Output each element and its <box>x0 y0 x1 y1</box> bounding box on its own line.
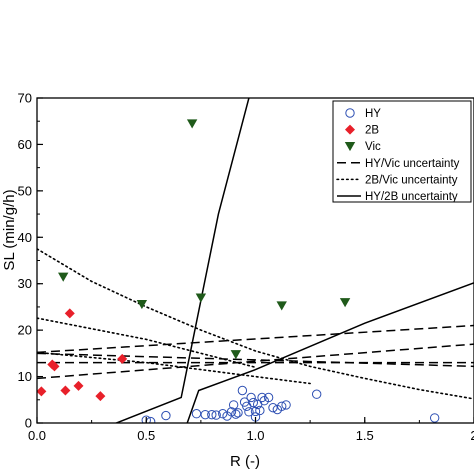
data-point-hy-22 <box>255 405 265 416</box>
data-point-hy-10 <box>228 400 239 410</box>
data-point-hy-5 <box>207 409 217 420</box>
data-point-vic-3 <box>195 293 207 303</box>
x-tick-label-2: 1.0 <box>246 428 264 443</box>
data-point-hy-0 <box>141 415 151 423</box>
data-point-hy-20 <box>250 406 261 417</box>
x-tick-label-0: 0.0 <box>28 428 46 443</box>
legend-marker-0 <box>345 108 355 118</box>
data-point-2b-7 <box>117 353 128 364</box>
uncertainty-line-dashed-3 <box>37 352 474 368</box>
data-point-hy-18 <box>248 397 259 408</box>
legend-label-3: HY/Vic uncertainty <box>365 158 460 170</box>
y-tick-label-7: 70 <box>18 91 32 106</box>
legend-label-1: 2B <box>365 125 379 137</box>
x-axis-label: R (-) <box>230 453 260 470</box>
data-point-hy-16 <box>244 407 254 417</box>
uncertainty-lines <box>37 98 474 423</box>
axis-ticks: 0.00.51.01.52010203040506070 <box>18 91 474 443</box>
data-point-hy-30 <box>311 389 322 399</box>
uncertainty-line-solid-1 <box>186 282 474 423</box>
y-tick-label-0: 0 <box>25 416 32 431</box>
data-point-vic-5 <box>276 301 287 311</box>
y-tick-label-1: 10 <box>18 369 32 384</box>
data-point-2b-4 <box>64 308 75 319</box>
x-tick-label-3: 1.5 <box>356 428 374 443</box>
data-point-hy-13 <box>237 385 248 396</box>
uncertainty-line-dotted-0 <box>37 248 474 400</box>
uncertainty-line-dashed-0 <box>37 324 474 354</box>
y-tick-label-6: 60 <box>18 137 32 152</box>
legend-label-4: 2B/Vic uncertainty <box>365 174 458 186</box>
data-point-hy-17 <box>246 392 256 403</box>
legend-label-2: Vic <box>365 141 381 153</box>
legend-marker-2 <box>344 142 356 152</box>
x-tick-label-1: 0.5 <box>137 428 155 443</box>
data-point-hy-6 <box>211 410 221 420</box>
data-point-2b-6 <box>95 391 106 402</box>
data-point-hy-3 <box>191 409 202 419</box>
data-point-hy-25 <box>263 392 274 403</box>
legend: HY 2B Vic HY/Vic uncertainty 2B/Vic uncertai… <box>332 100 472 203</box>
data-point-vic-0 <box>58 272 69 282</box>
y-tick-label-3: 30 <box>18 276 32 291</box>
data-point-2b-0 <box>37 386 47 397</box>
y-axis-label: SL (min/g/h) <box>1 189 18 270</box>
data-point-hy-7 <box>218 409 228 419</box>
data-point-vic-1 <box>136 299 148 310</box>
data-point-2b-3 <box>60 385 71 396</box>
data-point-vic-6 <box>339 298 351 308</box>
data-point-hy-28 <box>277 401 287 411</box>
data-point-hy-26 <box>268 402 278 413</box>
uncertainty-line-dashed-2 <box>37 343 474 380</box>
data-point-hy-2 <box>161 410 171 421</box>
uncertainty-line-solid-0 <box>114 98 250 423</box>
legend-box <box>332 100 472 203</box>
data-point-vic-2 <box>186 119 198 129</box>
data-point-hy-9 <box>226 407 237 417</box>
data-point-2b-5 <box>73 380 84 391</box>
data-point-vic-4 <box>230 350 242 360</box>
data-points <box>37 119 440 423</box>
data-point-2b-2 <box>49 361 60 372</box>
legend-marker-1 <box>345 124 355 135</box>
uncertainty-line-dotted-1 <box>37 317 257 369</box>
x-tick-label-4: 2 <box>470 428 474 443</box>
data-point-hy-11 <box>231 409 241 419</box>
legend-label-0: HY <box>365 108 381 120</box>
y-tick-label-5: 50 <box>18 183 32 198</box>
data-point-hy-23 <box>257 392 267 403</box>
data-point-hy-12 <box>233 408 243 418</box>
data-point-hy-4 <box>200 409 210 420</box>
y-tick-label-2: 20 <box>18 323 32 338</box>
y-tick-label-4: 40 <box>18 230 32 245</box>
legend-label-5: HY/2B uncertainty <box>365 191 458 203</box>
uncertainty-line-dotted-2 <box>37 351 311 385</box>
data-point-hy-31 <box>429 413 440 423</box>
data-point-hy-29 <box>281 400 291 410</box>
